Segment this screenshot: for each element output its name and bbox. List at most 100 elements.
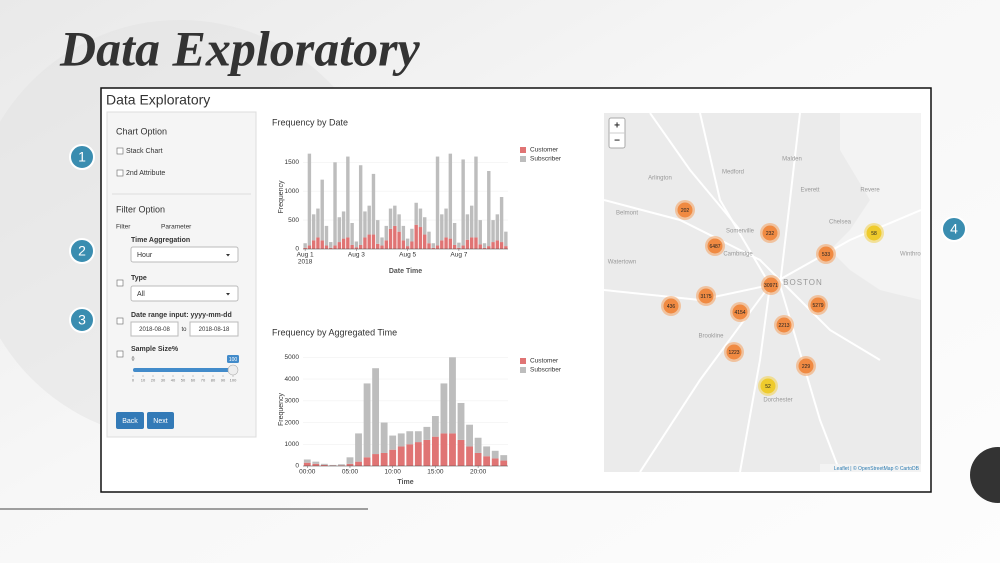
bar-segment: [350, 223, 354, 245]
place-label: Malden: [782, 157, 802, 163]
select[interactable]: [130, 246, 239, 263]
slider-tick-label: 40: [171, 378, 176, 383]
bar-segment: [303, 243, 307, 248]
cluster[interactable]: [798, 358, 814, 374]
bar-segment: [474, 437, 482, 453]
cluster-label: 5279: [812, 303, 823, 309]
bar-segment: [500, 455, 508, 461]
bar-segment: [380, 245, 384, 249]
place-label: Medford: [722, 170, 744, 176]
cluster[interactable]: [866, 225, 882, 241]
slider[interactable]: 0 100 0 10 20 30 40 50 60 70 80 90 100: [132, 355, 239, 383]
checkbox[interactable]: [116, 147, 124, 155]
bar-segment: [354, 247, 359, 249]
bar-segment: [423, 217, 427, 235]
bar-segment: [320, 240, 324, 249]
cluster[interactable]: [762, 225, 778, 241]
cluster[interactable]: [677, 202, 693, 218]
bar-segment: [487, 171, 491, 247]
cluster-label: 229: [802, 364, 811, 370]
date-input[interactable]: [189, 321, 239, 337]
slider-tick-label: 100: [230, 378, 237, 383]
button[interactable]: [116, 412, 144, 429]
bar-segment: [444, 237, 448, 249]
cluster[interactable]: [763, 277, 779, 293]
y-tick-label: 0: [295, 246, 299, 253]
legend-swatch: [520, 358, 526, 364]
callout-label: 2: [78, 243, 86, 259]
water: [830, 113, 921, 300]
date-input[interactable]: [130, 321, 179, 337]
x-axis-label: Time: [397, 479, 413, 486]
bar-segment: [410, 228, 414, 242]
cluster[interactable]: [810, 297, 826, 313]
select[interactable]: [130, 285, 239, 302]
bar-segment: [499, 197, 504, 243]
cluster[interactable]: [726, 344, 742, 360]
checkbox-label: 2nd Attribute: [126, 170, 165, 177]
zoom-out[interactable]: −: [614, 136, 620, 147]
caret: [226, 293, 230, 296]
chart-title: Frequency by Aggregated Time: [272, 327, 397, 337]
bar-segment: [448, 238, 453, 249]
bar-segment: [371, 173, 376, 235]
field-label: Type: [131, 275, 147, 282]
cluster-label: 30971: [764, 283, 778, 289]
checkbox[interactable]: [116, 317, 124, 325]
bar-segment: [452, 244, 457, 249]
slider-handle[interactable]: [227, 364, 239, 376]
bar-segment: [457, 242, 461, 248]
callout: [69, 144, 95, 170]
bar-segment: [338, 465, 345, 466]
cluster[interactable]: [732, 304, 748, 320]
bar-segment: [482, 243, 487, 248]
bar-segment: [337, 242, 342, 249]
cluster[interactable]: [760, 378, 776, 394]
cluster-label: 6487: [709, 244, 720, 250]
x-tick-label: Aug 5: [399, 252, 416, 259]
attribution[interactable]: Leaflet | © OpenStreetMap © CartoDB: [834, 465, 920, 472]
place-label: Watertown: [608, 260, 636, 266]
column-header: Parameter: [161, 224, 192, 231]
bar-segment: [312, 463, 320, 466]
x-tick-label: 15:00: [427, 469, 444, 476]
bar-segment: [405, 238, 410, 247]
cluster[interactable]: [776, 317, 792, 333]
bar-segment: [380, 452, 388, 466]
checkbox[interactable]: [116, 279, 124, 287]
x-axis-label: Date Time: [389, 268, 422, 275]
bar-segment: [457, 402, 465, 440]
bar-segment: [427, 243, 431, 249]
bar-segment: [431, 416, 439, 437]
cluster[interactable]: [818, 246, 834, 262]
button[interactable]: [147, 412, 174, 429]
bar-segment: [418, 227, 423, 249]
legend-label: Subscriber: [530, 156, 562, 163]
bar-segment: [504, 231, 508, 247]
slider-tick-label: 60: [191, 378, 196, 383]
bar-segment: [466, 424, 473, 447]
cluster[interactable]: [698, 288, 714, 304]
field-label: Time Aggregation: [131, 237, 190, 244]
bar-segment: [457, 247, 461, 249]
bar-segment: [350, 244, 354, 249]
cluster-label: 4154: [734, 310, 745, 316]
decoration: [970, 447, 1000, 503]
checkbox[interactable]: [116, 350, 124, 358]
x-tick-sublabel: 2018: [298, 259, 313, 266]
bar-segment: [393, 205, 397, 226]
cluster[interactable]: [707, 238, 723, 254]
cluster[interactable]: [663, 298, 679, 314]
bar-segment: [465, 214, 470, 240]
slider-tick-label: 80: [211, 378, 216, 383]
slider-tick-label: 90: [221, 378, 226, 383]
y-tick-label: 3000: [285, 398, 300, 405]
bar-segment: [401, 225, 406, 241]
bar-segment: [312, 461, 320, 464]
zoom-in[interactable]: +: [614, 121, 620, 132]
checkbox[interactable]: [116, 169, 124, 177]
bar-segment: [307, 153, 312, 246]
bar-segment: [483, 446, 491, 457]
bar-segment: [388, 208, 393, 229]
bar-segment: [367, 205, 371, 235]
